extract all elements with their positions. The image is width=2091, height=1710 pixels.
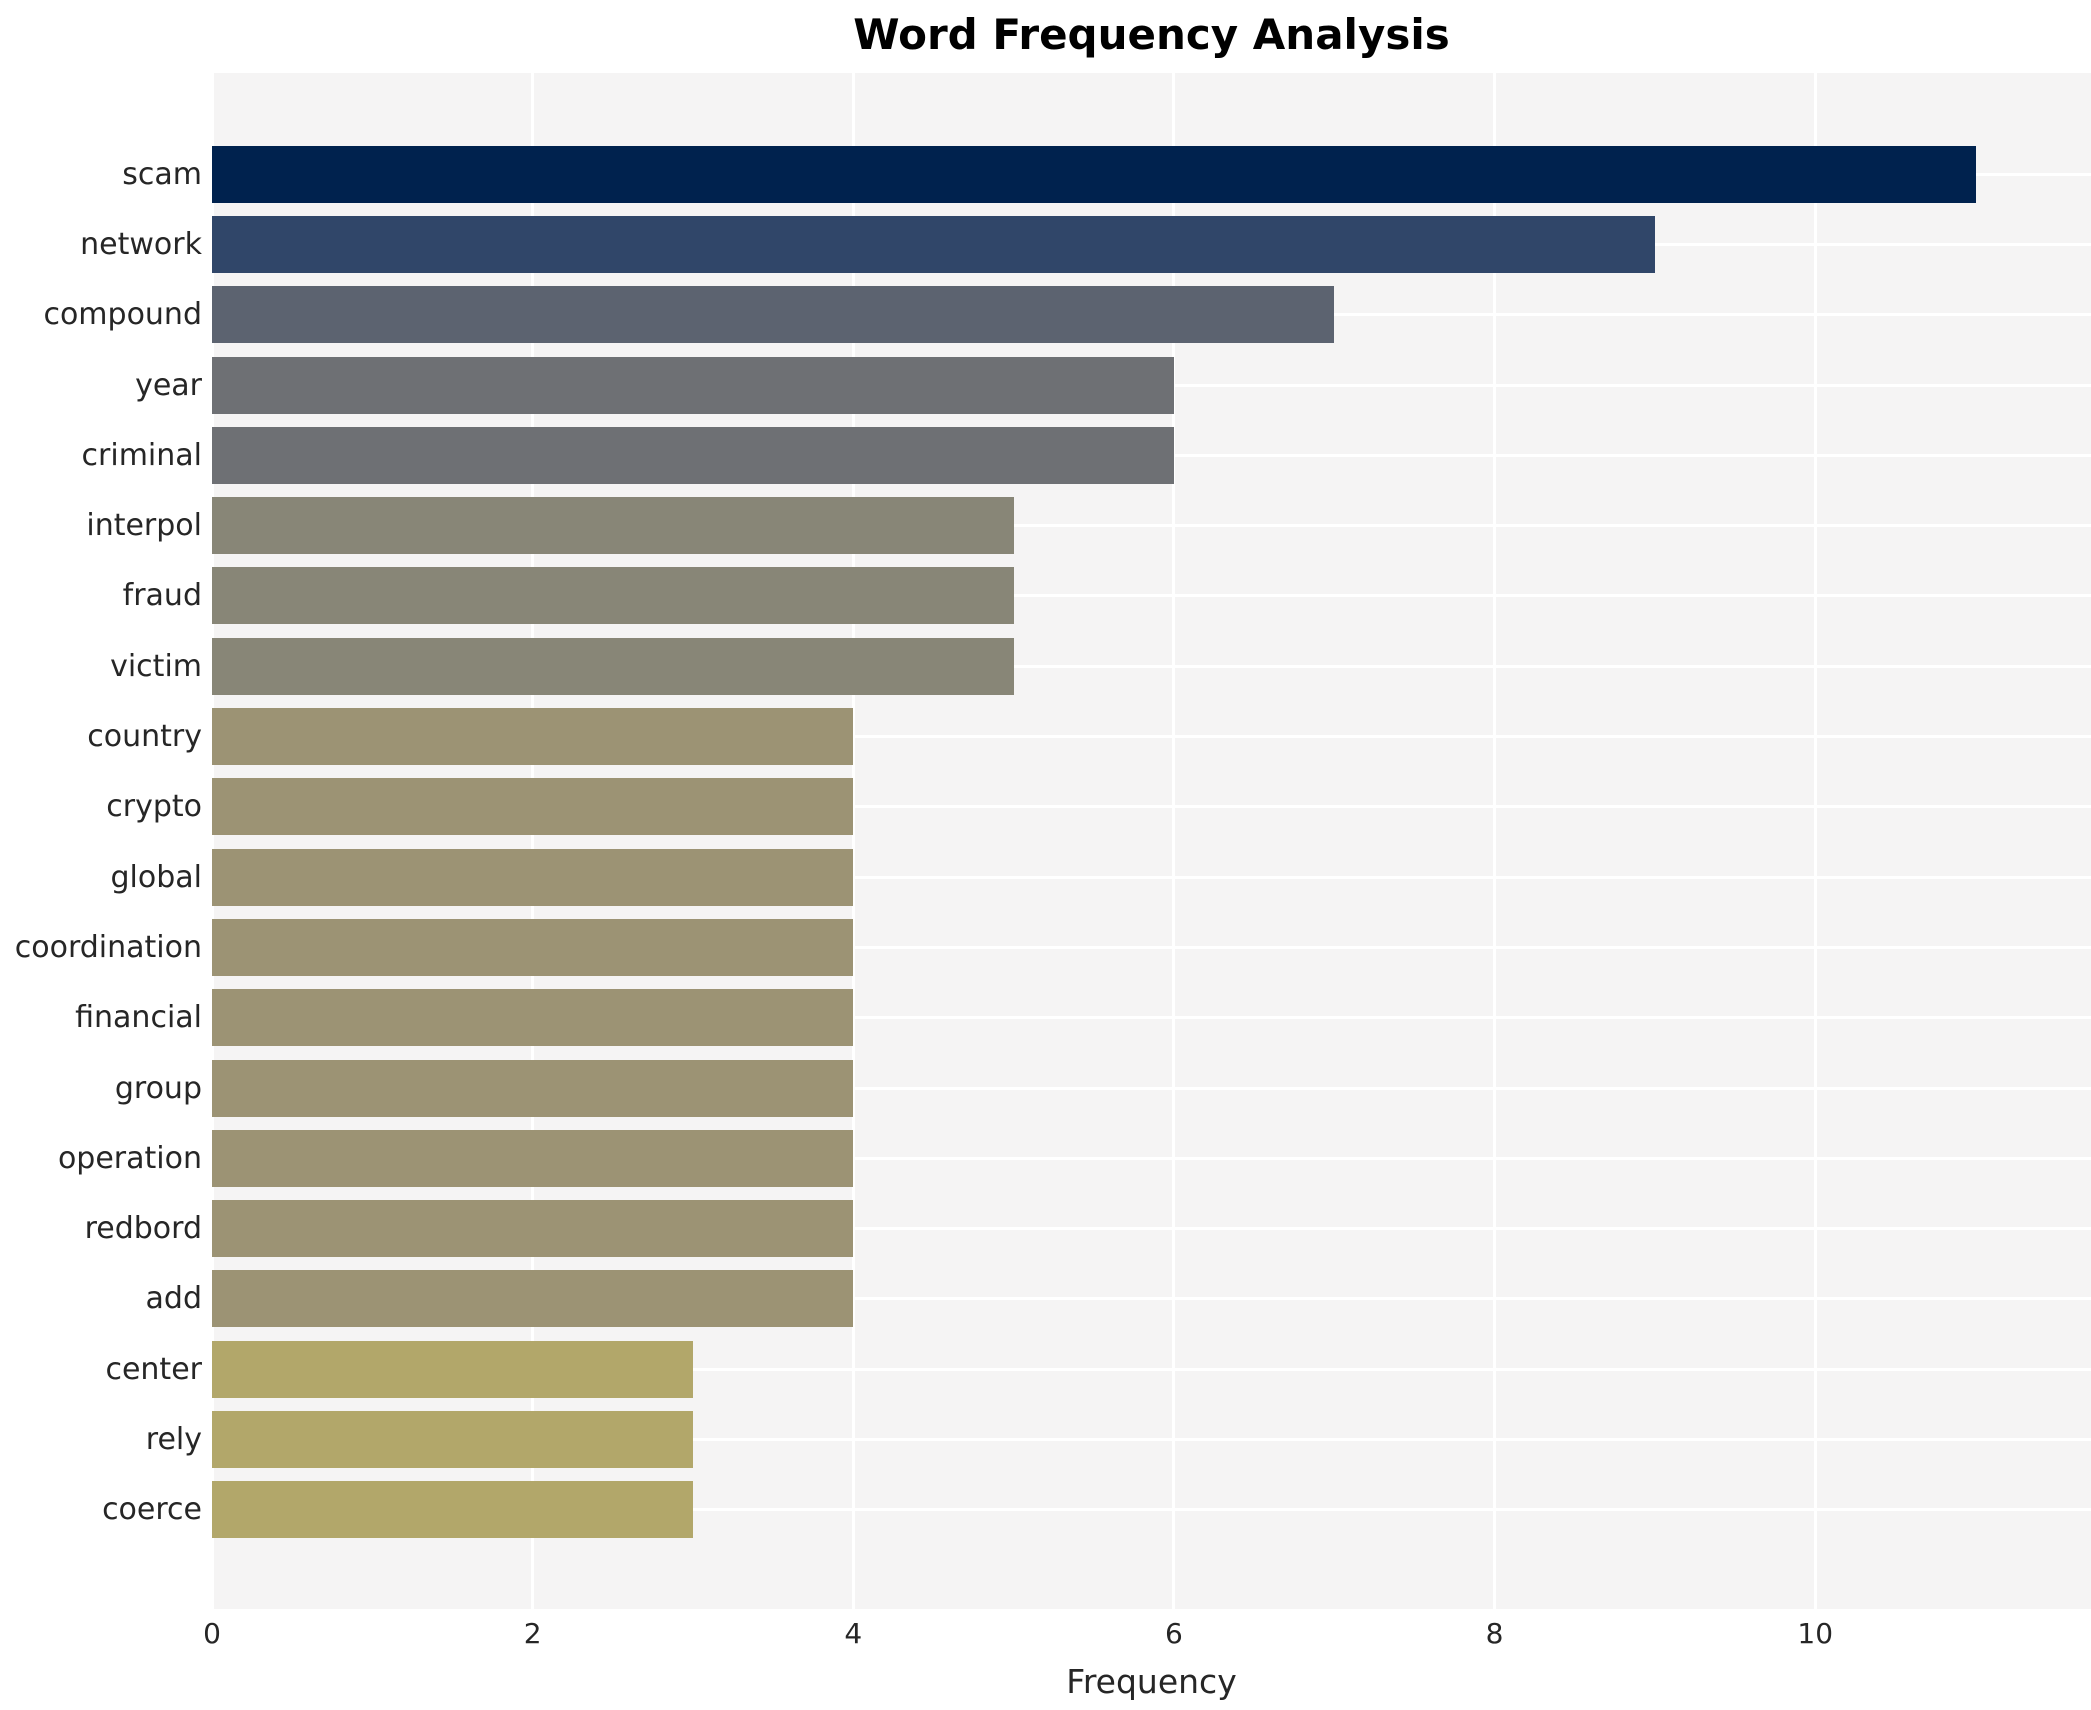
category-label: criminal: [81, 437, 202, 473]
frequency-bar: [212, 286, 1335, 344]
bar-row: interpol: [86, 490, 2091, 560]
bar-row: coordination: [15, 912, 2091, 982]
horizontal-gridline: [212, 1016, 2091, 1020]
frequency-bar: [212, 918, 854, 976]
frequency-bar: [212, 637, 1014, 695]
x-tick-label: 0: [203, 1617, 221, 1650]
vertical-gridline: [1813, 73, 1817, 1609]
bar-row: rely: [146, 1404, 2091, 1474]
category-label: add: [145, 1281, 202, 1317]
bar-row: scam: [122, 139, 2091, 209]
vertical-gridline: [531, 73, 535, 1609]
category-label: fraud: [122, 578, 202, 614]
frequency-bar: [212, 1340, 693, 1398]
bar-row: group: [115, 1053, 2091, 1123]
bar-row: network: [80, 209, 2091, 279]
horizontal-gridline: [212, 1227, 2091, 1231]
frequency-bar: [212, 778, 854, 836]
horizontal-gridline: [212, 735, 2091, 739]
category-label: coerce: [102, 1492, 202, 1528]
x-tick-label: 8: [1485, 1617, 1504, 1650]
x-tick-label: 2: [523, 1617, 542, 1650]
bar-row: global: [111, 842, 2091, 912]
bar-rows-container: scam network compound year criminal interpol f…: [15, 73, 2091, 1609]
bar-row: redbord: [85, 1193, 2091, 1263]
category-label: group: [114, 1070, 202, 1106]
horizontal-gridline: [212, 945, 2091, 949]
plot-area: scam network compound year criminal interpol f…: [15, 73, 2091, 1609]
horizontal-gridline: [212, 805, 2091, 809]
category-label: victim: [110, 648, 202, 684]
x-tick-label: 4: [844, 1617, 863, 1650]
category-label: coordination: [14, 929, 202, 965]
frequency-bar: [212, 567, 1014, 625]
frequency-bar: [212, 989, 854, 1047]
horizontal-gridline: [212, 594, 2091, 598]
vertical-gridline: [851, 73, 855, 1609]
bar-row: criminal: [82, 420, 2091, 490]
category-label: financial: [75, 1000, 202, 1036]
frequency-bar: [212, 356, 1174, 414]
bar-row: add: [146, 1264, 2091, 1334]
bar-row: year: [135, 350, 2091, 420]
category-label: country: [87, 719, 202, 755]
x-axis-label: Frequency: [1066, 1662, 1237, 1701]
category-label: center: [105, 1351, 202, 1387]
horizontal-gridline: [212, 664, 2091, 668]
horizontal-gridline: [212, 1297, 2091, 1301]
category-label: crypto: [106, 789, 202, 825]
vertical-gridline: [210, 73, 214, 1609]
horizontal-gridline: [212, 1156, 2091, 1160]
category-label: redbord: [84, 1211, 202, 1247]
vertical-gridline: [1493, 73, 1497, 1609]
horizontal-gridline: [212, 875, 2091, 879]
frequency-bar: [212, 145, 1976, 203]
category-label: interpol: [86, 508, 202, 544]
chart-title: Word Frequency Analysis: [853, 10, 1450, 59]
horizontal-gridline: [212, 1086, 2091, 1090]
frequency-bar: [212, 426, 1174, 484]
horizontal-gridline: [212, 1367, 2091, 1371]
x-tick-label: 10: [1797, 1617, 1834, 1650]
frequency-bar: [212, 1200, 854, 1258]
frequency-bar: [212, 1481, 693, 1539]
frequency-bar: [212, 848, 854, 906]
horizontal-gridline: [212, 1508, 2091, 1512]
category-label: network: [80, 226, 202, 262]
frequency-bar: [212, 708, 854, 766]
frequency-bar: [212, 215, 1655, 273]
bar-row: victim: [110, 631, 2091, 701]
bar-row: fraud: [123, 561, 2091, 631]
bar-row: coerce: [102, 1475, 2091, 1545]
category-label: operation: [57, 1140, 202, 1176]
category-label: scam: [122, 156, 202, 192]
bar-row: crypto: [106, 772, 2091, 842]
bar-row: operation: [58, 1123, 2091, 1193]
bar-row: center: [105, 1334, 2091, 1404]
horizontal-gridline: [212, 1437, 2091, 1441]
category-label: rely: [145, 1421, 202, 1457]
frequency-bar: [212, 497, 1014, 555]
x-axis-ticks: 0 2 4 6 8 10: [203, 1617, 2091, 1657]
category-label: global: [110, 859, 203, 895]
frequency-bar: [212, 1270, 854, 1328]
frequency-bar: [212, 1129, 854, 1187]
bar-row: country: [87, 701, 2091, 771]
vertical-gridline: [1172, 73, 1176, 1609]
x-tick-label: 6: [1165, 1617, 1183, 1650]
category-label: compound: [43, 297, 202, 333]
category-label: year: [135, 367, 202, 403]
frequency-bar: [212, 1059, 854, 1117]
bar-row: financial: [75, 983, 2091, 1053]
horizontal-gridline: [212, 524, 2091, 528]
frequency-bar: [212, 1410, 693, 1468]
bar-row: compound: [43, 280, 2091, 350]
